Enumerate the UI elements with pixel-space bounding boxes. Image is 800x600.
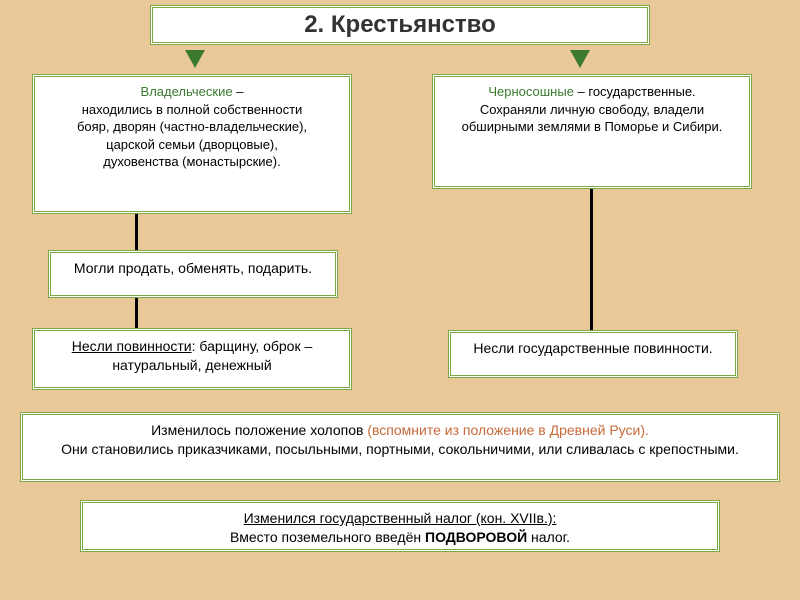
title-text: 2. Крестьянство bbox=[304, 11, 496, 39]
kholop-line2: Они становились приказчиками, посыльными… bbox=[61, 441, 739, 457]
tax-line1: Изменился государственный налог (кон. XV… bbox=[244, 510, 557, 526]
vladelcheskie-line5: духовенства (монастырские). bbox=[103, 154, 280, 169]
page-title: 2. Крестьянство bbox=[150, 5, 650, 45]
tax-box: Изменился государственный налог (кон. XV… bbox=[80, 500, 720, 552]
vladelcheskie-line2: находились в полной собственности bbox=[82, 102, 303, 117]
chernososhnye-heading: Черносошные bbox=[488, 84, 574, 99]
arrow-down-right bbox=[570, 50, 590, 68]
tax-line2c: налог. bbox=[527, 529, 570, 545]
arrow-down-left bbox=[185, 50, 205, 68]
vladelcheskie-heading: Владельческие bbox=[141, 84, 233, 99]
vladelcheskie-dash: – bbox=[233, 84, 244, 99]
vladelcheskie-line4: царской семьи (дворцовые), bbox=[106, 137, 278, 152]
chernososhnye-box: Черносошные – государственные. Сохраняли… bbox=[432, 74, 752, 189]
tax-line2a: Вместо поземельного введён bbox=[230, 529, 425, 545]
kholop-box: Изменилось положение холопов (вспомните … bbox=[20, 412, 780, 482]
povinnosti-left-underline: Несли повинности bbox=[72, 338, 192, 354]
chernososhnye-line1: – государственные. bbox=[574, 84, 696, 99]
vladelcheskie-line3: бояр, дворян (частно-владельческие), bbox=[77, 119, 307, 134]
connector-right bbox=[590, 189, 593, 330]
vladelcheskie-box: Владельческие – находились в полной собс… bbox=[32, 74, 352, 214]
chernososhnye-line2: Сохраняли личную свободу, владели обширн… bbox=[462, 102, 723, 135]
povinnosti-right-text: Несли государственные повинности. bbox=[473, 340, 712, 356]
kholop-accent: (вспомните из положение в Древней Руси). bbox=[367, 422, 649, 438]
kholop-line1a: Изменилось положение холопов bbox=[151, 422, 367, 438]
sell-exchange-text: Могли продать, обменять, подарить. bbox=[74, 260, 312, 276]
tax-bold: ПОДВОРОВОЙ bbox=[425, 529, 527, 545]
povinnosti-left-box: Несли повинности: барщину, оброк – натур… bbox=[32, 328, 352, 390]
sell-exchange-box: Могли продать, обменять, подарить. bbox=[48, 250, 338, 298]
povinnosti-right-box: Несли государственные повинности. bbox=[448, 330, 738, 378]
